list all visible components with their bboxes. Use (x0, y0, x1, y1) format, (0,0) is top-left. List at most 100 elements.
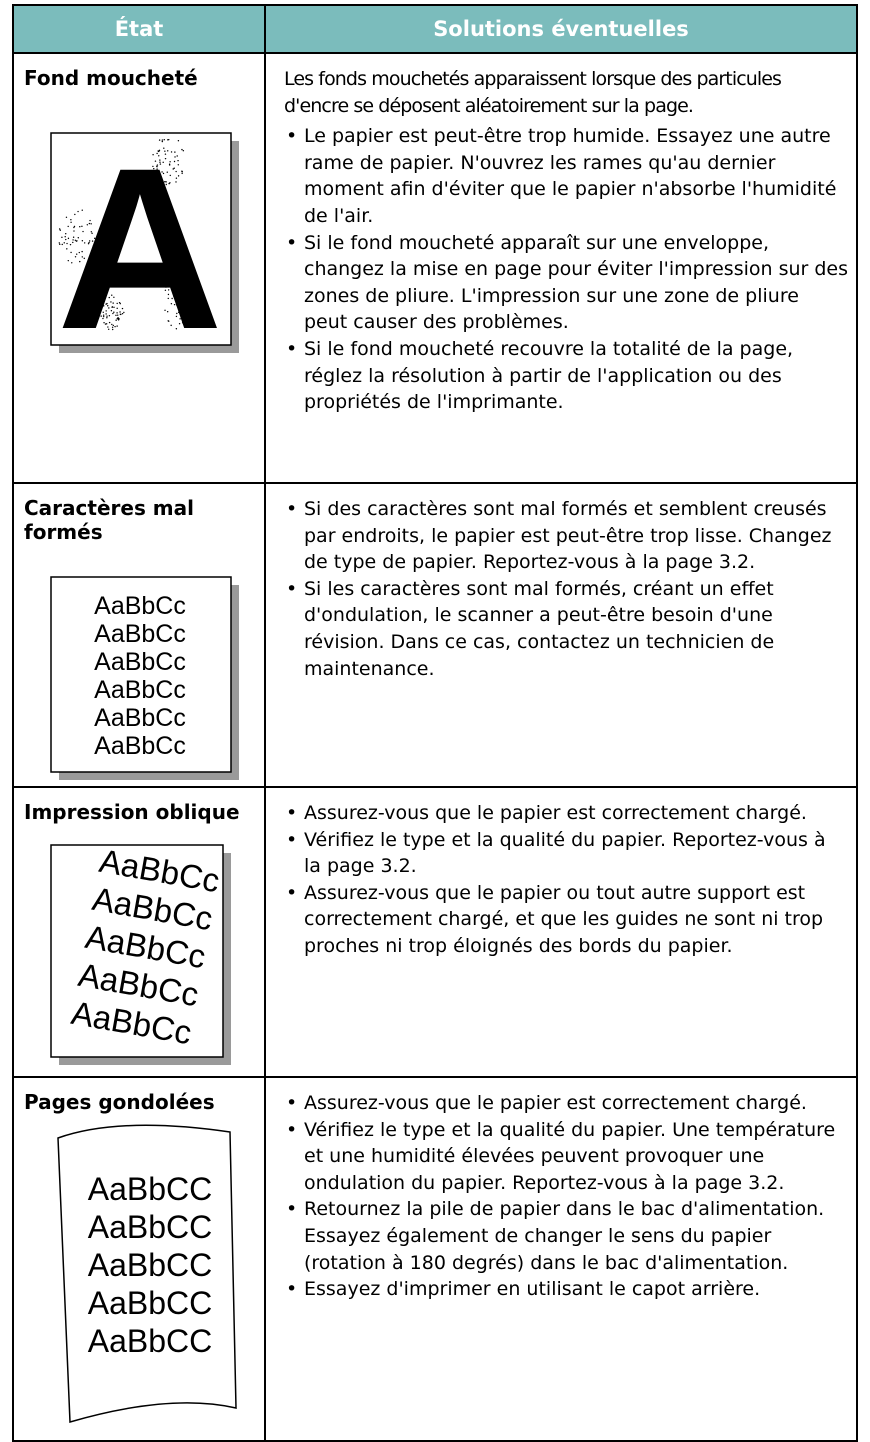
speckle (181, 315, 183, 317)
speckle (72, 239, 74, 241)
table-row: Pages gondolées AaBbCC AaBbCC AaBbCC AaBbCC A… (14, 1078, 856, 1440)
speckle (86, 224, 89, 226)
speckle (179, 281, 182, 283)
speckle (102, 314, 105, 316)
speckle (175, 177, 178, 179)
intro-text: Les fonds mouchetés apparaissent lorsque… (284, 68, 782, 117)
speckle (161, 140, 164, 143)
speckle (176, 295, 179, 297)
speckle (107, 305, 109, 307)
speckle (192, 306, 194, 309)
speckle (176, 304, 178, 306)
speckle (116, 307, 118, 310)
speckle (185, 283, 187, 286)
speckle (116, 302, 118, 305)
speckle (107, 326, 109, 328)
speckle (152, 165, 154, 168)
solution-item: Si les caractères sont mal formés, créan… (284, 576, 848, 682)
speckle (176, 312, 178, 315)
speckle (162, 161, 164, 164)
speckle (180, 301, 182, 304)
speckle (90, 231, 93, 233)
condition-label: Fond moucheté (24, 66, 198, 90)
speckle (79, 260, 81, 263)
speckle (175, 328, 178, 330)
speckle (76, 253, 78, 255)
speckle (175, 170, 177, 173)
speckle (164, 181, 166, 183)
speckle (72, 241, 74, 244)
solution-cell: Si des caractères sont mal formés et sem… (266, 484, 856, 786)
condition-cell: Caractères mal formés AaBbCc AaBbCc AaBbCc A… (14, 484, 266, 786)
speckle (58, 228, 61, 230)
curled-page (57, 1124, 237, 1423)
speckle (102, 311, 104, 313)
illustration-text: AaBbCC (88, 1247, 213, 1283)
speckle (173, 167, 175, 169)
speckle (82, 230, 84, 233)
speckle (110, 301, 112, 303)
speckle (173, 303, 176, 306)
speckle (111, 323, 113, 326)
speckle (158, 139, 161, 141)
speckle (111, 328, 114, 331)
speckle (115, 319, 117, 321)
page (50, 844, 224, 1058)
page (50, 576, 232, 773)
page (50, 132, 232, 346)
speckle (83, 257, 85, 260)
speckle (181, 273, 184, 276)
illustration-text: AaBbCC (88, 1171, 213, 1207)
speckle (166, 171, 168, 173)
solution-item: Assurez-vous que le papier est correctem… (284, 1090, 848, 1117)
speckle (104, 323, 107, 325)
speckle (81, 209, 83, 211)
speckle (167, 297, 169, 300)
speckle (179, 318, 181, 320)
solution-item: Vérifiez le type et la qualité du papier… (284, 1117, 848, 1197)
speckle (72, 236, 75, 238)
speckle (173, 160, 176, 163)
speckle (65, 216, 68, 219)
speckle (167, 289, 170, 291)
speckle (169, 161, 171, 163)
illustration-text: A (57, 132, 223, 362)
speckle (121, 307, 124, 310)
speckle (120, 313, 122, 316)
speckle (162, 172, 165, 175)
speckle (71, 262, 73, 264)
speckle (116, 325, 118, 327)
speckle (177, 164, 180, 166)
speckle (99, 308, 102, 310)
speckle (174, 279, 176, 281)
condition-cell: Fond moucheté A (14, 54, 266, 482)
solution-item: Assurez-vous que le papier est correctem… (284, 800, 848, 827)
speckle (173, 295, 175, 298)
speckle (189, 290, 192, 292)
speckle (192, 319, 194, 321)
solution-cell: Assurez-vous que le papier est correctem… (266, 1078, 856, 1440)
speckle (189, 312, 191, 315)
speckle (70, 221, 72, 223)
speckle (169, 182, 171, 184)
speckle (163, 139, 165, 141)
speckle (177, 140, 180, 142)
speckle (190, 309, 192, 312)
speckle (190, 280, 193, 283)
speckle (191, 277, 194, 279)
solution-item: Assurez-vous que le papier ou tout autre… (284, 880, 848, 960)
speckle (177, 299, 179, 302)
speckle (157, 150, 159, 152)
speckle (111, 294, 113, 296)
speckle (118, 301, 121, 304)
speckle (195, 295, 198, 298)
speckle (172, 168, 174, 170)
speckle (168, 320, 170, 322)
speckle (156, 152, 158, 155)
speckle (88, 241, 90, 244)
speckle (73, 225, 76, 228)
speckle (156, 164, 159, 166)
speckle (181, 148, 183, 151)
speckle (174, 151, 176, 153)
illustration-text: AaBbCc (94, 676, 186, 704)
